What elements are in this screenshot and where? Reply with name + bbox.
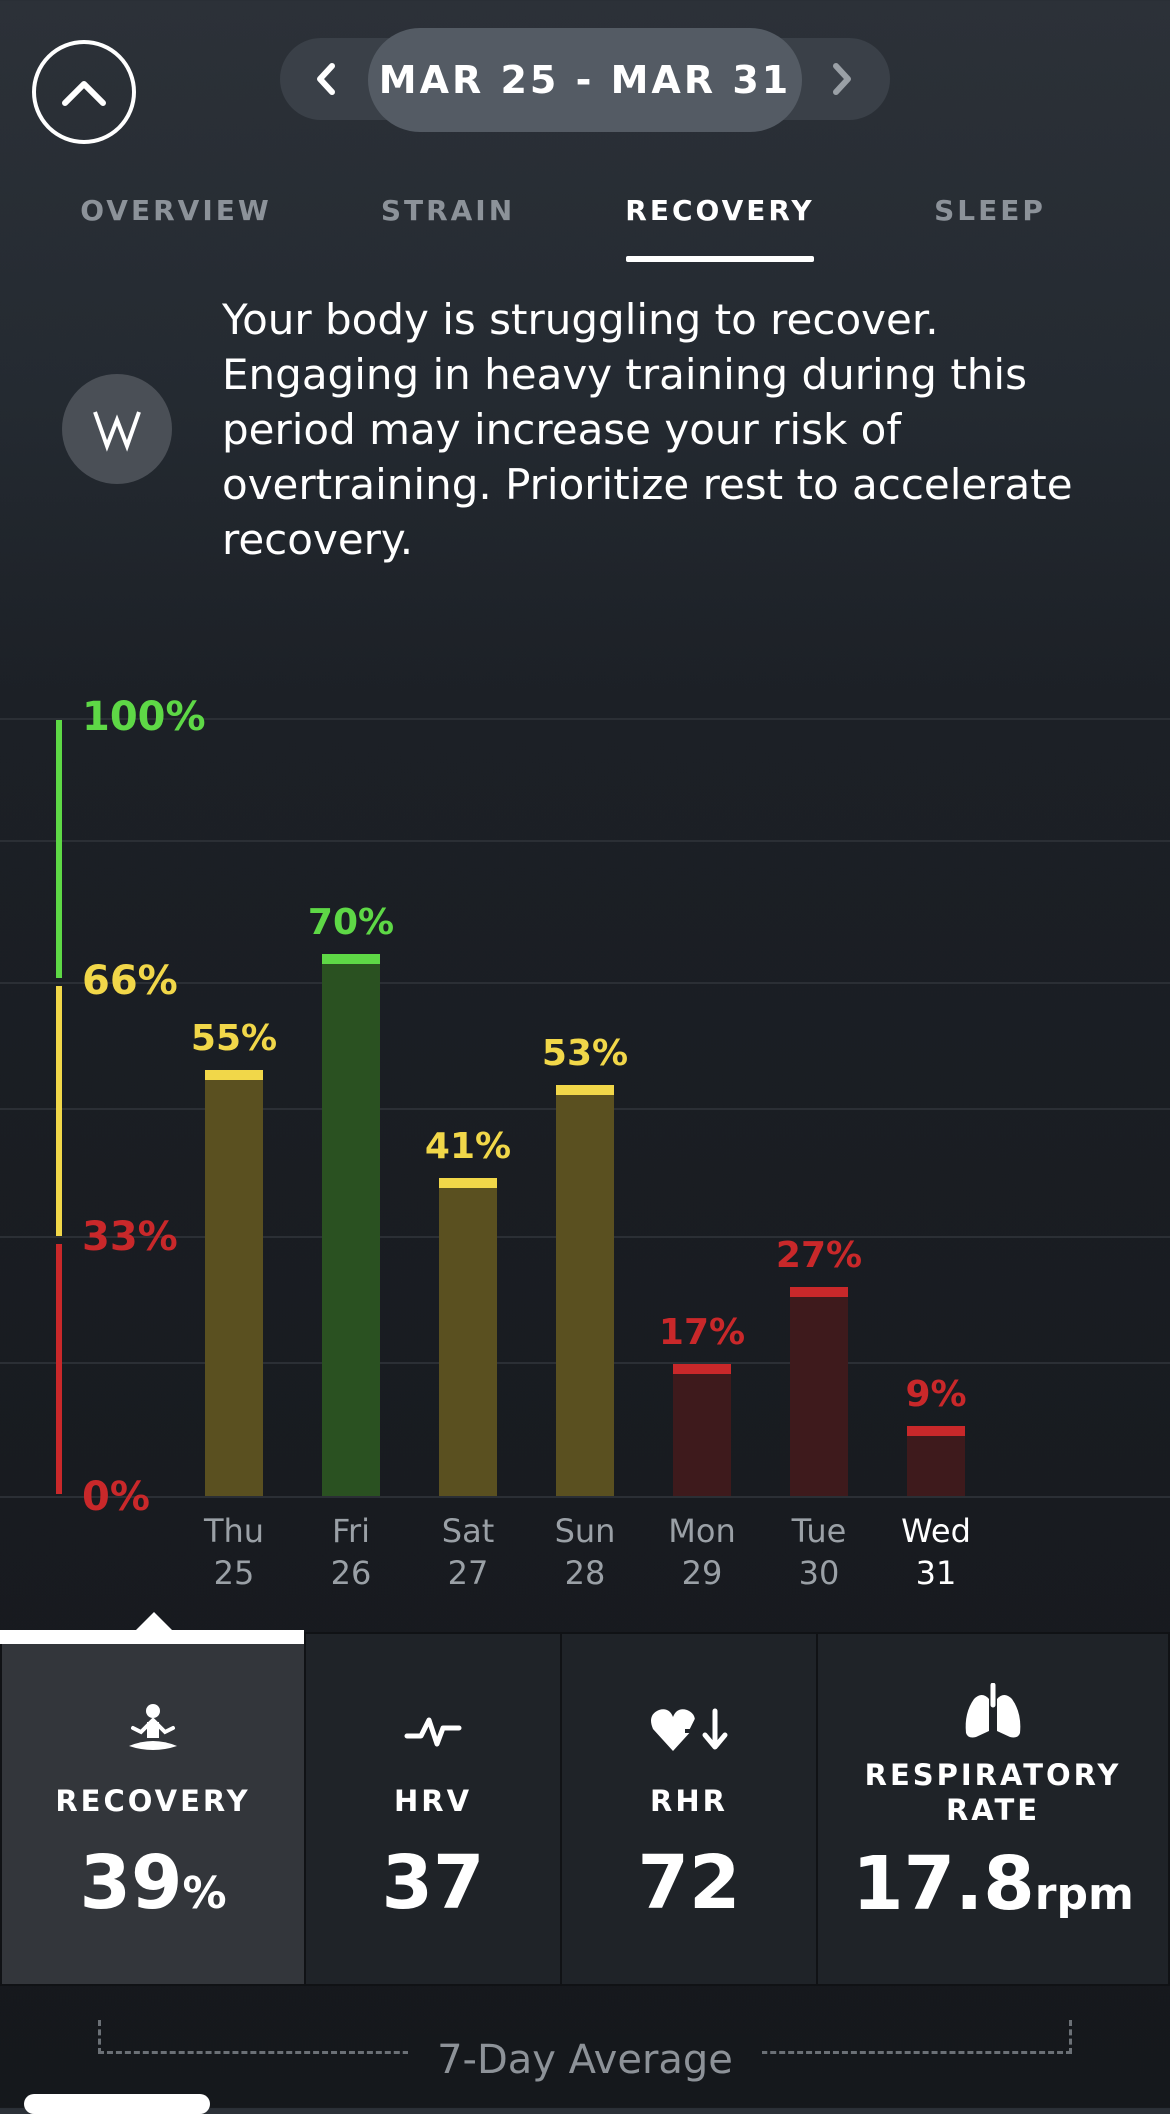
- x-axis-label: Sat 27: [408, 1510, 528, 1594]
- lungs-icon: [962, 1680, 1024, 1744]
- metric-value: 37: [381, 1840, 485, 1926]
- metric-card-respiratory-rate[interactable]: RESPIRATORY RATE 17.8rpm: [816, 1632, 1170, 1986]
- recovery-bar-fri[interactable]: [322, 953, 380, 1496]
- y-tick-33: 33%: [82, 1214, 178, 1260]
- metric-unit: rpm: [1034, 1869, 1134, 1920]
- x-axis-label: Fri 26: [291, 1510, 411, 1594]
- tab-overview[interactable]: OVERVIEW: [80, 194, 272, 227]
- metric-value: 17.8: [852, 1841, 1035, 1927]
- date-range-label[interactable]: MAR 25 - MAR 31: [368, 28, 802, 132]
- recovery-bar-wed[interactable]: [907, 1426, 965, 1496]
- next-week-button[interactable]: [812, 38, 872, 120]
- x-axis-day: Fri: [331, 1512, 371, 1550]
- metric-value: 72: [637, 1840, 741, 1926]
- y-tick-100: 100%: [82, 694, 206, 740]
- x-axis-date: 28: [564, 1554, 606, 1592]
- x-axis-date: 25: [213, 1554, 255, 1592]
- green-zone-scale: [56, 720, 62, 978]
- x-axis-day: Sun: [554, 1512, 616, 1550]
- chevron-left-icon: [317, 63, 335, 95]
- metric-label: RECOVERY: [55, 1784, 251, 1818]
- bar-value-label: 9%: [905, 1374, 967, 1416]
- chevron-right-icon: [833, 63, 851, 95]
- metric-value: 39: [79, 1840, 183, 1926]
- metric-card-hrv[interactable]: HRV 37: [304, 1632, 562, 1986]
- x-axis-label: Thu 25: [174, 1510, 294, 1594]
- y-tick-0: 0%: [82, 1474, 150, 1520]
- x-axis-label: Tue 30: [759, 1510, 879, 1594]
- bar-cap: [322, 953, 380, 964]
- home-indicator: [24, 2094, 210, 2114]
- active-tab-indicator: [626, 256, 814, 262]
- recovery-bar-tue[interactable]: [790, 1286, 848, 1496]
- recovery-bar-thu[interactable]: [205, 1069, 263, 1496]
- heartbeat-icon: [403, 1698, 463, 1762]
- x-axis-date: 26: [330, 1554, 372, 1592]
- x-axis-date: 29: [681, 1554, 723, 1592]
- x-axis-label: Wed 31: [876, 1510, 996, 1594]
- grid-line: [0, 982, 1170, 984]
- grid-line: [0, 718, 1170, 720]
- bar-cap: [907, 1426, 965, 1437]
- recovery-insight-text: Your body is struggling to recover. Enga…: [222, 295, 1073, 564]
- bar-cap: [439, 1178, 497, 1189]
- grid-line: [0, 1496, 1170, 1498]
- x-axis-date: 30: [798, 1554, 840, 1592]
- metric-label: RHR: [650, 1784, 728, 1818]
- yellow-zone-scale: [56, 986, 62, 1236]
- metric-label: RESPIRATORY RATE: [864, 1758, 1122, 1827]
- x-axis-date: 31: [915, 1554, 957, 1592]
- heart-down-icon: [649, 1698, 729, 1762]
- x-axis-day: Sat: [441, 1512, 495, 1550]
- bar-cap: [790, 1286, 848, 1297]
- bar-value-label: 70%: [307, 901, 395, 943]
- bar-value-label: 55%: [190, 1017, 278, 1059]
- bar-cap: [556, 1085, 614, 1096]
- collapse-button[interactable]: [32, 40, 136, 144]
- bar-cap: [673, 1364, 731, 1375]
- selected-metric-indicator: [0, 1630, 304, 1644]
- seven-day-average-label: 7-Day Average: [408, 2034, 762, 2086]
- x-axis-day: Tue: [791, 1512, 847, 1550]
- recovery-bar-sat[interactable]: [439, 1178, 497, 1496]
- x-axis-day: Wed: [901, 1512, 971, 1550]
- y-tick-66: 66%: [82, 958, 178, 1004]
- tab-recovery[interactable]: RECOVERY: [625, 194, 815, 227]
- whoop-logo-icon: [62, 374, 172, 484]
- metric-card-recovery[interactable]: RECOVERY 39%: [0, 1632, 306, 1986]
- recovery-bar-mon[interactable]: [673, 1364, 731, 1496]
- bar-value-label: 53%: [541, 1033, 629, 1075]
- metric-unit: %: [182, 1868, 227, 1919]
- bar-cap: [205, 1069, 263, 1080]
- grid-line: [0, 840, 1170, 842]
- metric-label: HRV: [393, 1784, 473, 1818]
- x-axis-label: Mon 29: [642, 1510, 762, 1594]
- selected-metric-pointer: [136, 1612, 172, 1630]
- x-axis-label: Sun 28: [525, 1510, 645, 1594]
- red-zone-scale: [56, 1244, 62, 1494]
- tab-sleep[interactable]: SLEEP: [934, 194, 1046, 227]
- tab-strain[interactable]: STRAIN: [380, 194, 516, 227]
- x-axis-day: Mon: [668, 1512, 736, 1550]
- recovery-bar-sun[interactable]: [556, 1085, 614, 1496]
- bar-value-label: 41%: [424, 1126, 512, 1168]
- bar-value-label: 17%: [658, 1312, 746, 1354]
- x-axis-date: 27: [447, 1554, 489, 1592]
- meditation-icon: [123, 1698, 183, 1762]
- previous-week-button[interactable]: [296, 38, 356, 120]
- bar-value-label: 27%: [775, 1234, 863, 1276]
- metric-card-rhr[interactable]: RHR 72: [560, 1632, 818, 1986]
- chevron-up-icon: [62, 81, 106, 106]
- x-axis-day: Thu: [203, 1512, 265, 1550]
